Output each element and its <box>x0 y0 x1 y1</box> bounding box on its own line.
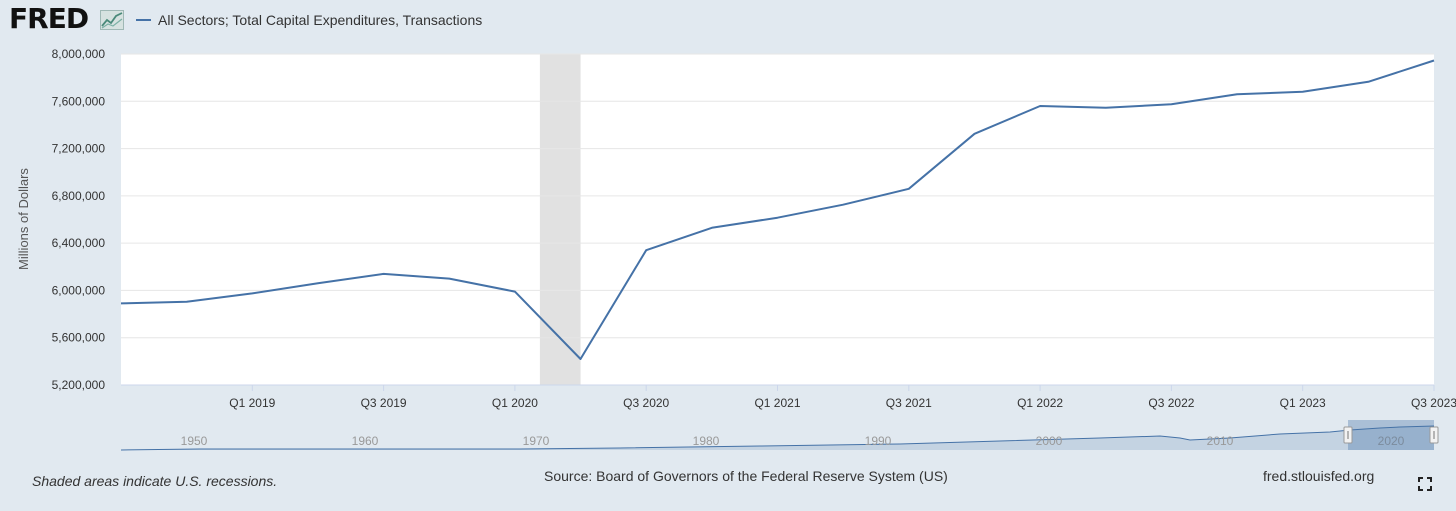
x-tick-label: Q3 2023 <box>1411 396 1456 410</box>
y-axis-ticks: 5,200,000 5,600,000 6,000,000 6,400,000 6,80… <box>52 47 106 392</box>
navigator-selected-range[interactable] <box>1348 420 1434 450</box>
chart-header: FRED All Sectors; Total Capital Expendit… <box>0 0 1456 42</box>
legend-swatch <box>136 19 151 21</box>
x-tick-label: Q1 2021 <box>754 396 800 410</box>
recession-note: Shaded areas indicate U.S. recessions. <box>32 473 278 489</box>
y-tick-label: 7,200,000 <box>52 142 106 156</box>
y-axis-label: Millions of Dollars <box>16 168 31 270</box>
y-tick-label: 5,200,000 <box>52 378 106 392</box>
site-link[interactable]: fred.stlouisfed.org <box>1263 468 1375 484</box>
chart-logo-icon <box>100 10 124 30</box>
navigator-year-label: 2000 <box>1036 434 1063 448</box>
navigator-year-label: 1990 <box>865 434 892 448</box>
x-tick-label: Q1 2023 <box>1280 396 1326 410</box>
line-chart[interactable]: 5,200,000 5,600,000 6,000,000 6,400,000 6,80… <box>0 0 1456 465</box>
navigator-year-label: 1950 <box>181 434 208 448</box>
legend[interactable]: All Sectors; Total Capital Expenditures,… <box>136 12 482 28</box>
y-tick-label: 8,000,000 <box>52 47 106 61</box>
series-line[interactable] <box>120 59 1435 360</box>
x-tick-label: Q3 2021 <box>886 396 932 410</box>
navigator-year-label: 1970 <box>523 434 550 448</box>
navigator-year-label: 2010 <box>1207 434 1234 448</box>
fullscreen-icon[interactable] <box>1417 476 1433 492</box>
plot-area <box>121 54 1434 385</box>
legend-label: All Sectors; Total Capital Expenditures,… <box>158 12 483 28</box>
navigator-year-label: 1980 <box>693 434 720 448</box>
source-text: Source: Board of Governors of the Federa… <box>544 468 948 484</box>
navigator-series-area <box>121 426 1434 450</box>
y-tick-label: 6,400,000 <box>52 236 106 250</box>
y-tick-label: 7,600,000 <box>52 94 106 108</box>
x-tick-label: Q1 2022 <box>1017 396 1063 410</box>
navigator-year-label: 1960 <box>352 434 379 448</box>
range-navigator[interactable]: 1950 1960 1970 1980 1990 2000 2010 2020 <box>120 420 1439 451</box>
fred-logo[interactable]: FRED <box>9 2 89 35</box>
y-tick-label: 5,600,000 <box>52 331 106 345</box>
y-tick-label: 6,000,000 <box>52 283 106 297</box>
x-axis-ticks: Q1 2019 Q3 2019 Q1 2020 Q3 2020 Q1 2021 Q3 20… <box>121 384 1456 410</box>
navigator-year-labels: 1950 1960 1970 1980 1990 2000 2010 2020 <box>181 434 1405 448</box>
x-tick-label: Q3 2019 <box>361 396 407 410</box>
x-tick-label: Q1 2019 <box>229 396 275 410</box>
recession-shading <box>539 54 581 385</box>
x-tick-label: Q3 2022 <box>1148 396 1194 410</box>
y-tick-label: 6,800,000 <box>52 189 106 203</box>
x-tick-label: Q3 2020 <box>623 396 669 410</box>
x-tick-label: Q1 2020 <box>492 396 538 410</box>
navigator-year-label: 2020 <box>1378 434 1405 448</box>
